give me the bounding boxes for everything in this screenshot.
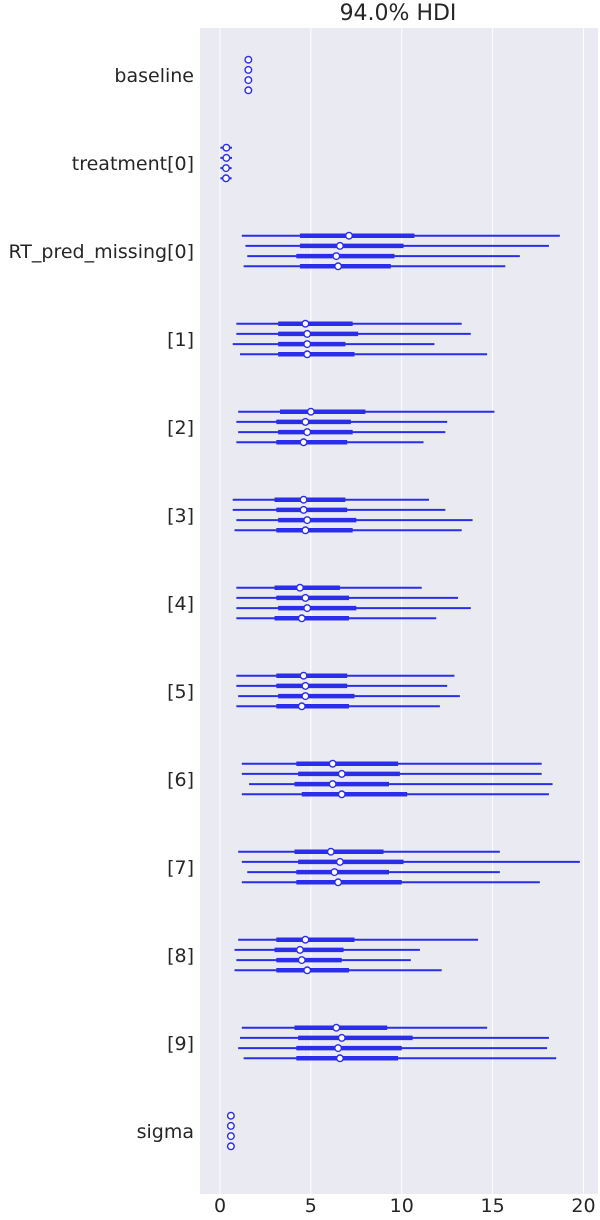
mean-marker (226, 1121, 235, 1130)
variable-label: [4] (167, 593, 194, 615)
mean-marker (226, 1132, 235, 1141)
mean-marker (337, 790, 346, 799)
x-tick-label: 0 (214, 1195, 226, 1217)
mean-marker (226, 1142, 235, 1151)
mean-marker (326, 847, 335, 856)
variable-label: [1] (167, 329, 194, 351)
mean-marker (299, 438, 308, 447)
mean-marker (244, 76, 253, 85)
x-tick-labels: 0 5 10 15 20 (214, 1195, 596, 1217)
mean-marker (337, 769, 346, 778)
x-tick-label: 10 (390, 1195, 414, 1217)
variable-label: [9] (167, 1033, 194, 1055)
mean-marker (330, 868, 339, 877)
mean-marker (299, 495, 308, 504)
mean-marker (221, 164, 230, 173)
variable-label: RT_pred_missing[0] (8, 241, 194, 263)
interval-marks (220, 55, 580, 1151)
mean-marker (334, 878, 343, 887)
mean-marker (303, 966, 312, 975)
mean-marker (303, 350, 312, 359)
mean-marker (222, 153, 231, 162)
mean-marker (301, 319, 310, 328)
variable-label: [8] (167, 945, 194, 967)
mean-marker (299, 671, 308, 680)
x-tick-label: 15 (480, 1195, 504, 1217)
mean-marker (297, 614, 306, 623)
mean-marker (332, 1023, 341, 1032)
chart-title: 94.0% HDI (340, 1, 457, 26)
mean-marker (301, 692, 310, 701)
mean-marker (337, 1033, 346, 1042)
mean-marker (226, 1111, 235, 1120)
mean-marker (244, 55, 253, 64)
mean-marker (221, 174, 230, 183)
mean-marker (301, 681, 310, 690)
variable-label: [3] (167, 505, 194, 527)
variable-label: [7] (167, 857, 194, 879)
variable-labels: baseline treatment[0] RT_pred_missing[0] [1… (8, 65, 194, 1143)
mean-marker (297, 956, 306, 965)
x-tick-label: 5 (305, 1195, 317, 1217)
plot-area (200, 28, 598, 1194)
mean-marker (244, 65, 253, 74)
mean-marker (306, 407, 315, 416)
mean-marker (303, 516, 312, 525)
variable-label: treatment[0] (72, 153, 194, 175)
grid-lines (219, 28, 584, 1194)
mean-marker (297, 702, 306, 711)
mean-marker (303, 604, 312, 613)
mean-marker (328, 759, 337, 768)
variable-label: [5] (167, 681, 194, 703)
mean-marker (334, 1044, 343, 1053)
variable-label: [6] (167, 769, 194, 791)
mean-marker (295, 583, 304, 592)
mean-marker (303, 329, 312, 338)
mean-marker (303, 428, 312, 437)
variable-label: [2] (167, 417, 194, 439)
mean-marker (301, 593, 310, 602)
mean-marker (299, 505, 308, 514)
mean-marker (328, 780, 337, 789)
mean-marker (301, 417, 310, 426)
mean-marker (334, 262, 343, 271)
mean-marker (222, 143, 231, 152)
mean-marker (335, 241, 344, 250)
mean-marker (345, 231, 354, 240)
mean-marker (335, 857, 344, 866)
mean-marker (295, 945, 304, 954)
mean-marker (244, 86, 253, 95)
mean-marker (303, 340, 312, 349)
variable-label: sigma (137, 1121, 194, 1143)
variable-label: baseline (114, 65, 194, 87)
mean-marker (301, 935, 310, 944)
x-tick-label: 20 (571, 1195, 595, 1217)
mean-marker (301, 526, 310, 535)
mean-marker (332, 252, 341, 261)
mean-marker (335, 1054, 344, 1063)
